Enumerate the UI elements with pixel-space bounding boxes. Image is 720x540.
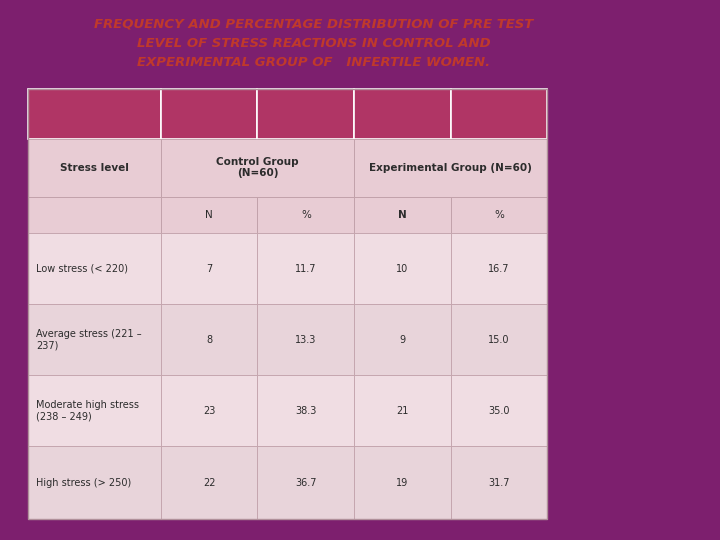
Text: Experimental Group (N=60): Experimental Group (N=60) <box>369 163 532 173</box>
Bar <box>354 89 451 139</box>
Bar <box>28 375 161 447</box>
Text: Control Group
(N=60): Control Group (N=60) <box>216 157 299 178</box>
Text: 16.7: 16.7 <box>488 264 510 274</box>
Text: N: N <box>398 210 407 220</box>
Bar <box>258 305 354 375</box>
Bar <box>354 139 547 197</box>
Bar <box>28 305 161 375</box>
Text: 22: 22 <box>203 478 215 488</box>
Text: LEVEL OF STRESS REACTIONS IN CONTROL AND: LEVEL OF STRESS REACTIONS IN CONTROL AND <box>137 37 491 50</box>
Text: Low stress (< 220): Low stress (< 220) <box>36 264 127 274</box>
Bar <box>161 305 258 375</box>
Bar <box>258 197 354 233</box>
Text: 8: 8 <box>206 335 212 345</box>
Text: 19: 19 <box>396 478 409 488</box>
Bar <box>161 197 258 233</box>
Bar <box>451 305 547 375</box>
Text: N: N <box>205 210 213 220</box>
Text: 21: 21 <box>396 406 409 416</box>
Bar <box>258 447 354 519</box>
Bar <box>28 89 547 519</box>
Text: 23: 23 <box>203 406 215 416</box>
Bar <box>28 197 161 233</box>
Text: 15.0: 15.0 <box>488 335 510 345</box>
Bar <box>354 233 451 305</box>
Text: High stress (> 250): High stress (> 250) <box>36 478 131 488</box>
Text: 11.7: 11.7 <box>295 264 317 274</box>
Bar <box>161 233 258 305</box>
Bar <box>258 375 354 447</box>
Bar <box>28 89 161 139</box>
Bar <box>451 197 547 233</box>
Bar <box>28 139 161 197</box>
Bar <box>258 89 354 139</box>
Text: 35.0: 35.0 <box>488 406 510 416</box>
Text: FREQUENCY AND PERCENTAGE DISTRIBUTION OF PRE TEST: FREQUENCY AND PERCENTAGE DISTRIBUTION OF… <box>94 17 534 30</box>
Text: 7: 7 <box>206 264 212 274</box>
Text: %: % <box>494 210 504 220</box>
Text: Average stress (221 –
237): Average stress (221 – 237) <box>36 329 141 350</box>
Text: 10: 10 <box>396 264 409 274</box>
Text: 13.3: 13.3 <box>295 335 317 345</box>
Bar <box>161 139 354 197</box>
Text: 38.3: 38.3 <box>295 406 317 416</box>
Bar <box>258 233 354 305</box>
Text: EXPERIMENTAL GROUP OF   INFERTILE WOMEN.: EXPERIMENTAL GROUP OF INFERTILE WOMEN. <box>138 56 490 69</box>
Text: %: % <box>301 210 311 220</box>
Text: 31.7: 31.7 <box>488 478 510 488</box>
Bar <box>354 305 451 375</box>
Bar <box>28 233 161 305</box>
Bar <box>354 447 451 519</box>
Bar <box>451 375 547 447</box>
Bar <box>161 447 258 519</box>
Bar <box>354 197 451 233</box>
Bar <box>451 89 547 139</box>
Bar <box>161 89 258 139</box>
Text: Moderate high stress
(238 – 249): Moderate high stress (238 – 249) <box>36 400 139 422</box>
Text: Stress level: Stress level <box>60 163 129 173</box>
Bar <box>451 447 547 519</box>
Text: 36.7: 36.7 <box>295 478 317 488</box>
Bar <box>161 375 258 447</box>
Bar <box>451 233 547 305</box>
Bar <box>354 375 451 447</box>
Bar <box>28 447 161 519</box>
Text: 9: 9 <box>400 335 405 345</box>
